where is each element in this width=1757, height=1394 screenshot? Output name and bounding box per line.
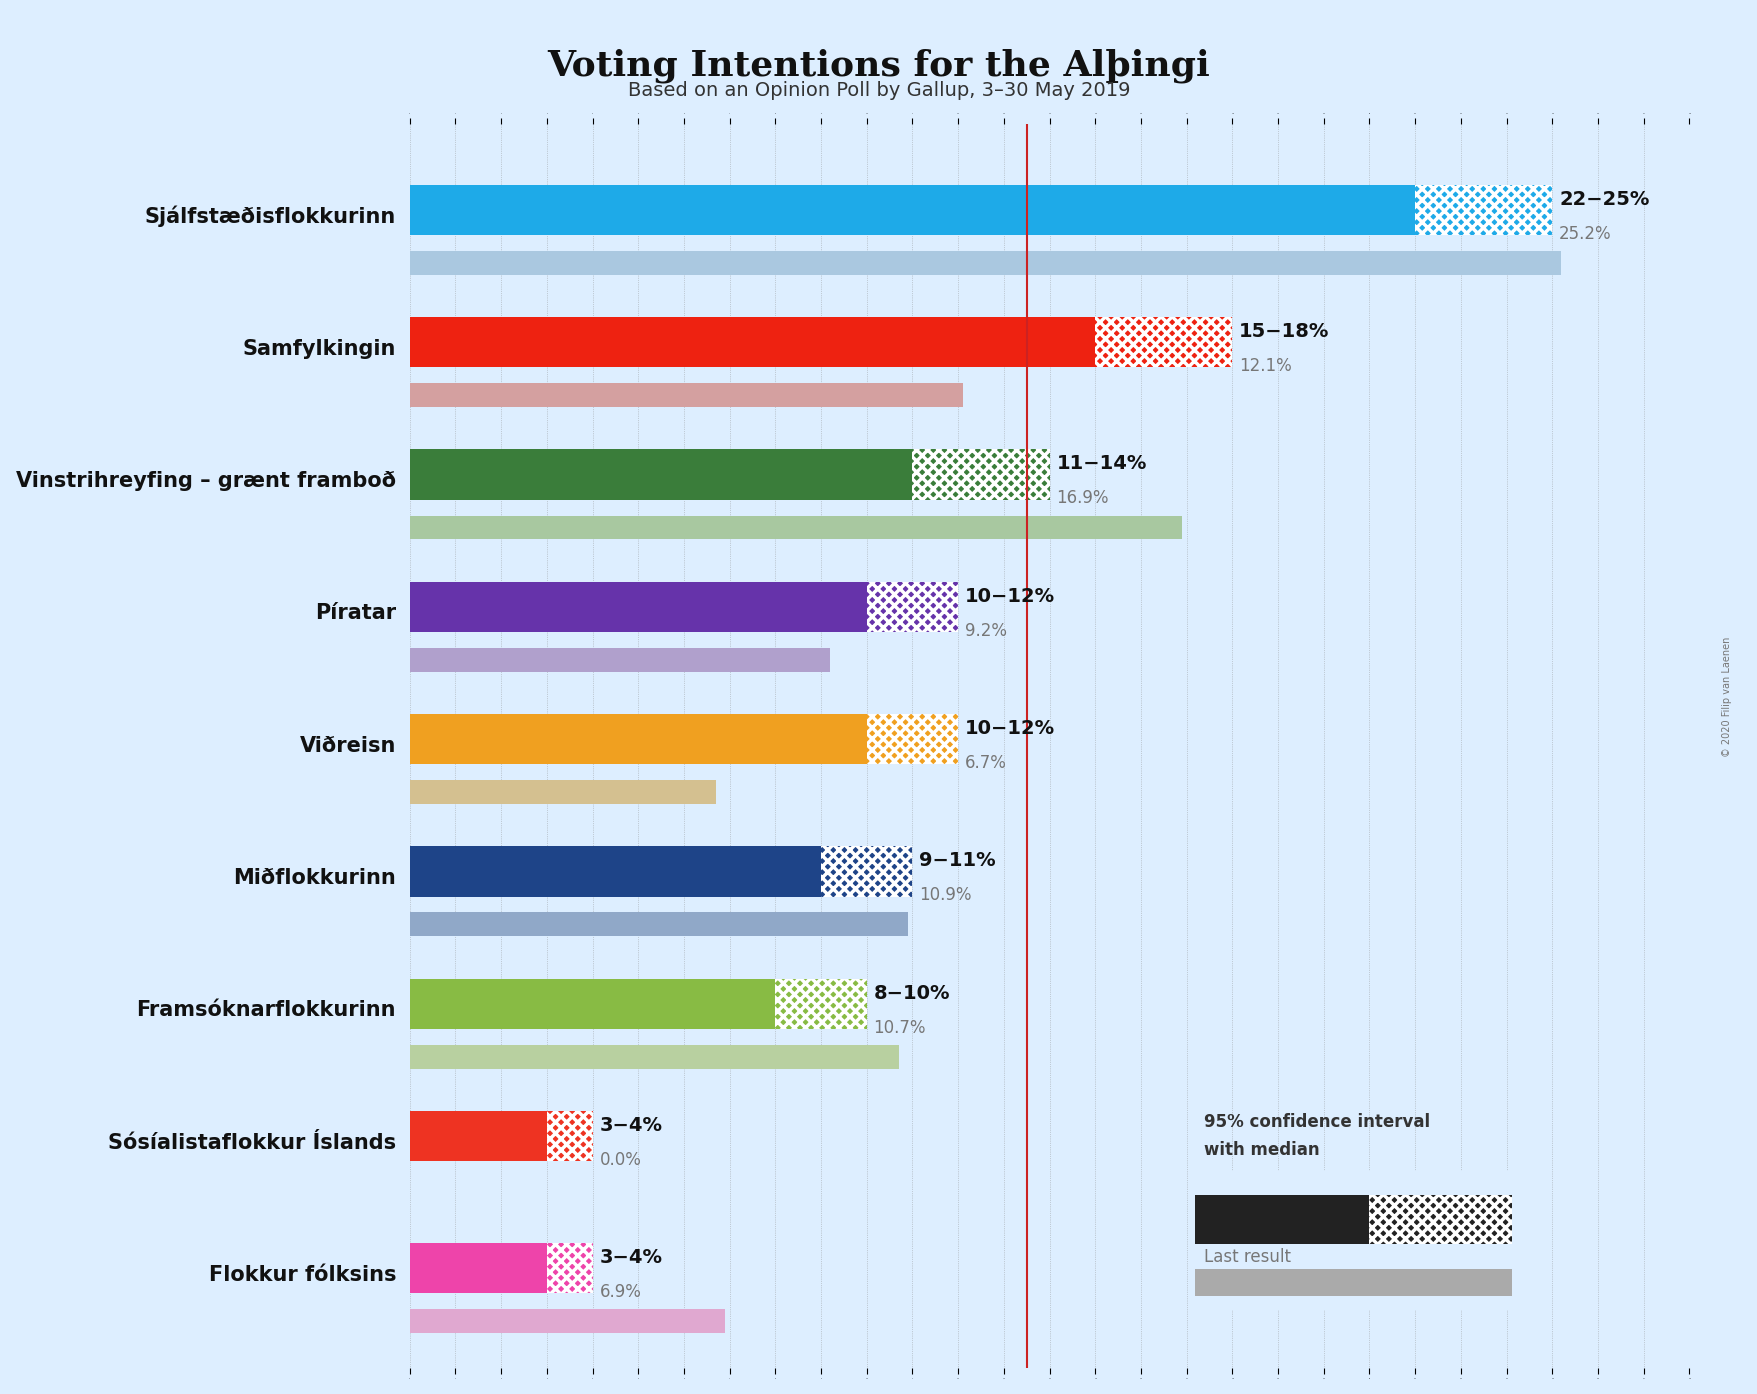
Text: 0.0%: 0.0%: [599, 1151, 641, 1170]
Text: 3−4%: 3−4%: [599, 1117, 662, 1135]
Text: Vinstrihreyfing – grænt framboð: Vinstrihreyfing – grænt framboð: [16, 471, 395, 491]
Text: 15−18%: 15−18%: [1239, 322, 1328, 342]
Bar: [409, 1309, 724, 1333]
Text: Sjálfstæðisflokkurinn: Sjálfstæðisflokkurinn: [144, 206, 395, 227]
Bar: [409, 516, 1181, 539]
Bar: [409, 251, 1560, 275]
Bar: [912, 449, 1049, 499]
Text: 10−12%: 10−12%: [965, 587, 1054, 606]
Bar: [866, 581, 958, 631]
Bar: [546, 1243, 592, 1294]
Text: 9.2%: 9.2%: [965, 622, 1007, 640]
Bar: [1195, 1196, 1369, 1243]
Text: Sósíalistaflokkur Íslands: Sósíalistaflokkur Íslands: [107, 1133, 395, 1153]
Bar: [775, 979, 866, 1029]
Bar: [409, 913, 907, 937]
Text: 11−14%: 11−14%: [1056, 454, 1146, 474]
Bar: [546, 1111, 592, 1161]
Bar: [1369, 1196, 1511, 1243]
Text: 16.9%: 16.9%: [1056, 489, 1109, 507]
Text: 10.9%: 10.9%: [919, 887, 972, 905]
Bar: [409, 383, 963, 407]
Bar: [1095, 318, 1232, 368]
Bar: [409, 1111, 546, 1161]
Bar: [409, 185, 1414, 236]
Text: Last result: Last result: [1204, 1249, 1290, 1266]
Text: Based on an Opinion Poll by Gallup, 3–30 May 2019: Based on an Opinion Poll by Gallup, 3–30…: [627, 81, 1130, 100]
Text: 25.2%: 25.2%: [1558, 224, 1611, 243]
Bar: [1195, 1269, 1511, 1296]
Bar: [409, 449, 912, 499]
Text: 6.7%: 6.7%: [965, 754, 1007, 772]
Bar: [409, 581, 866, 631]
Text: Samfylkingin: Samfylkingin: [242, 339, 395, 358]
Text: © 2020 Filip van Laenen: © 2020 Filip van Laenen: [1720, 637, 1731, 757]
Text: Miðflokkurinn: Miðflokkurinn: [234, 868, 395, 888]
Bar: [409, 714, 866, 764]
Text: with median: with median: [1204, 1142, 1320, 1158]
Bar: [866, 714, 958, 764]
Text: 6.9%: 6.9%: [599, 1282, 641, 1301]
Text: 22−25%: 22−25%: [1558, 190, 1648, 209]
Bar: [409, 979, 775, 1029]
Text: 12.1%: 12.1%: [1239, 357, 1291, 375]
Text: 9−11%: 9−11%: [919, 852, 996, 870]
Bar: [821, 846, 912, 896]
Text: 8−10%: 8−10%: [873, 984, 949, 1002]
Text: 95% confidence interval: 95% confidence interval: [1204, 1114, 1430, 1131]
Bar: [409, 648, 829, 672]
Bar: [409, 846, 821, 896]
Bar: [1414, 185, 1551, 236]
Bar: [409, 1243, 546, 1294]
Bar: [409, 1044, 898, 1069]
Text: 10.7%: 10.7%: [873, 1019, 926, 1037]
Bar: [409, 318, 1095, 368]
Text: Píratar: Píratar: [315, 604, 395, 623]
Text: 10−12%: 10−12%: [965, 719, 1054, 737]
Bar: [409, 781, 715, 804]
Text: Voting Intentions for the Alþingi: Voting Intentions for the Alþingi: [548, 49, 1209, 84]
Text: Viðreisn: Viðreisn: [299, 736, 395, 756]
Text: Flokkur fólksins: Flokkur fólksins: [209, 1264, 395, 1285]
Text: Framsóknarflokkurinn: Framsóknarflokkurinn: [137, 1001, 395, 1020]
Text: 3−4%: 3−4%: [599, 1248, 662, 1267]
